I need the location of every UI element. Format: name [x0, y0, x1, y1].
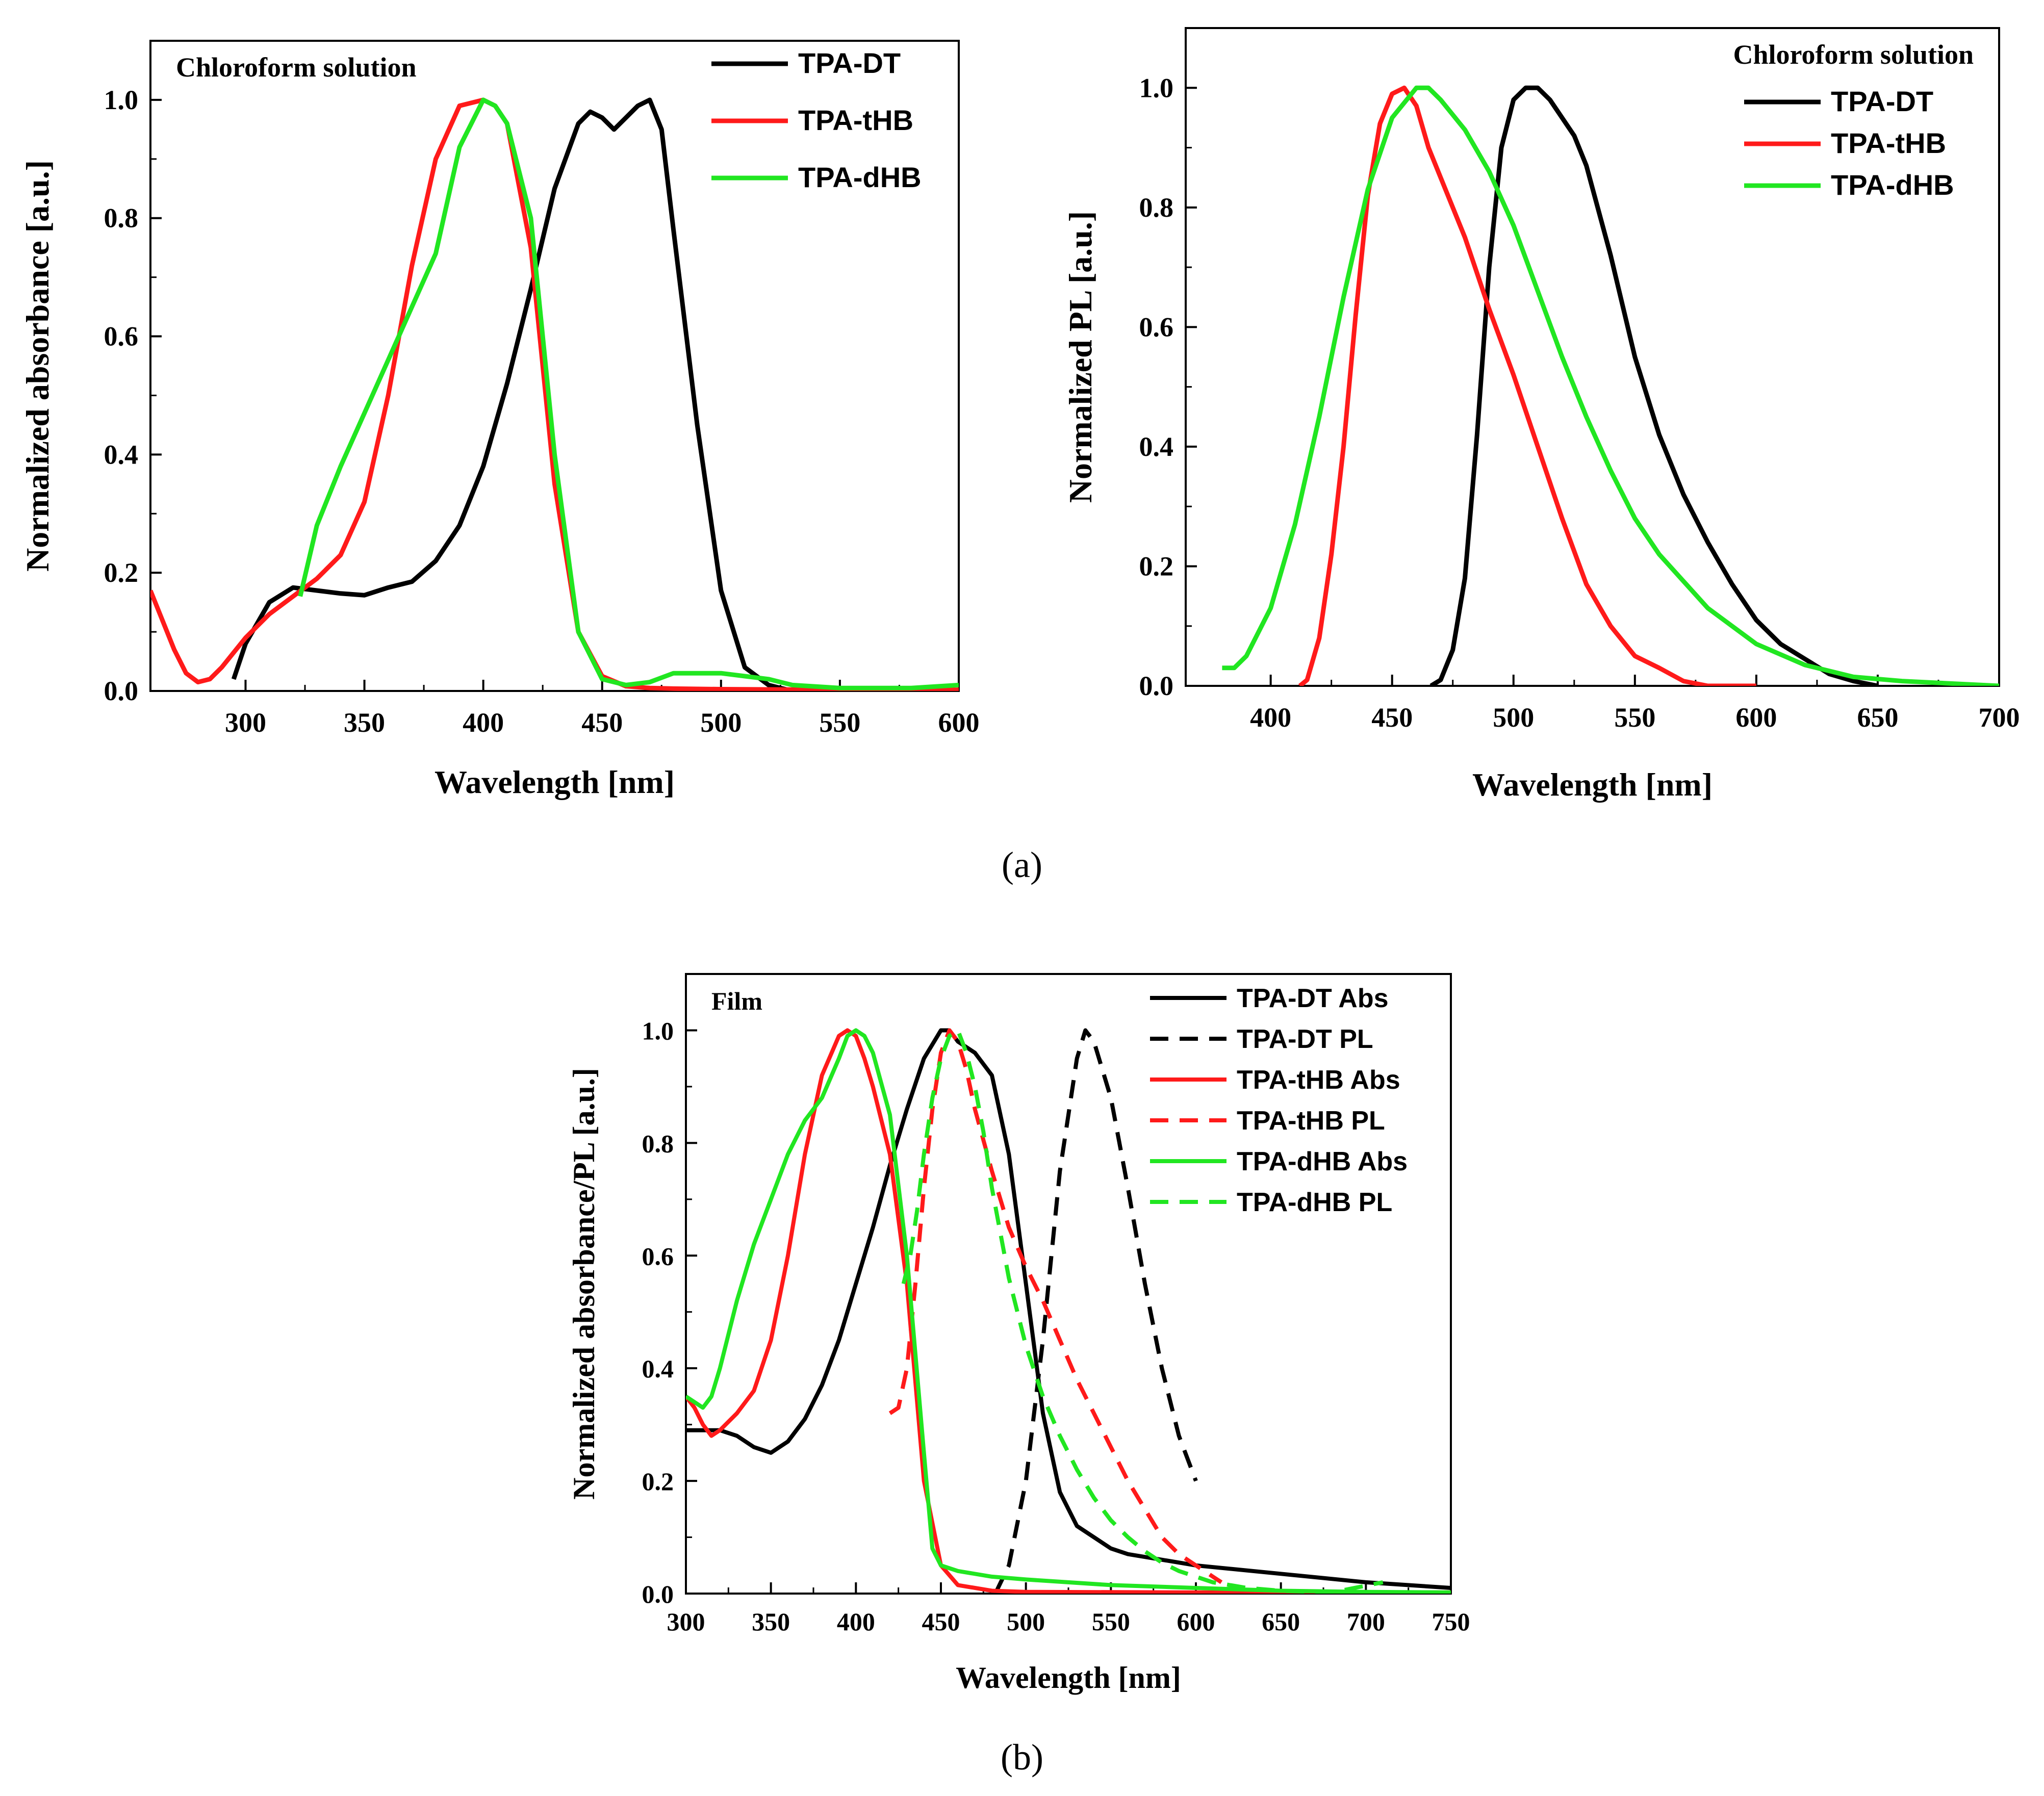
chart2-x-tick-label: 750 — [1432, 1607, 1470, 1636]
chart1-x-axis-label: Wavelength [nm] — [1472, 766, 1713, 803]
chart0-legend-label: TPA-tHB — [798, 104, 913, 136]
chart2-legend-label: TPA-DT Abs — [1237, 984, 1389, 1013]
chart2-series-tpa-dt-pl — [993, 1028, 1198, 1594]
chart1-legend-label: TPA-dHB — [1831, 169, 1954, 201]
chart0-legend-label: TPA-dHB — [798, 161, 922, 193]
chart1-y-tick-label: 0.0 — [1139, 671, 1174, 701]
chart2-series-tpa-thb-pl — [888, 1028, 1223, 1584]
chart0-x-tick-label: 500 — [700, 707, 742, 738]
chart2-y-tick-label: 0.4 — [642, 1354, 674, 1383]
panel-label-b: (b) — [1001, 1737, 1043, 1778]
chart0-plot-frame — [149, 40, 960, 692]
chart1-series-group — [1222, 85, 1999, 686]
chart2-x-tick-label: 300 — [667, 1607, 705, 1636]
chart1-y-tick-label: 0.6 — [1139, 312, 1174, 342]
chart0-y-tick-label: 0.4 — [104, 439, 139, 470]
chart1-legend-label: TPA-DT — [1831, 85, 1933, 117]
chart1-y-tick-label: 0.2 — [1139, 551, 1174, 581]
chart2-x-tick-label: 700 — [1347, 1607, 1385, 1636]
chart1-x-tick-label: 550 — [1614, 702, 1655, 733]
chart2-x-tick-label: 550 — [1092, 1607, 1130, 1636]
chart1-x-tick-label: 700 — [1979, 702, 2020, 733]
chart0-y-tick-label: 0.2 — [104, 557, 139, 588]
chart1-series-tpa-thb — [1298, 85, 1756, 686]
chart2-x-axis-label: Wavelength [nm] — [956, 1661, 1181, 1695]
chart2-x-tick-label: 350 — [752, 1607, 790, 1636]
chart0-y-axis-label: Normalized absorbance [a.u.] — [19, 160, 56, 572]
chart1-series-tpa-dt — [1429, 85, 1878, 686]
chart1-title: Chloroform solution — [1733, 39, 1974, 70]
film-abs-pl-chart: 300 350 400 450 500 550 600 650 700 750 0.0 0.2 0.4 0… — [567, 973, 1470, 1695]
chart2-y-tick-label: 0.8 — [642, 1129, 674, 1158]
chart2-y-tick-label: 0.2 — [642, 1467, 674, 1496]
chart0-y-tick-label: 0.6 — [104, 321, 139, 352]
chart0-x-tick-label: 450 — [581, 707, 623, 738]
solution-absorbance-chart: 300 350 400 450 500 550 600 0.0 0.2 0.4 0.6 0.8 1.0 W… — [19, 40, 980, 800]
chart2-x-tick-label: 600 — [1177, 1607, 1215, 1636]
chart2-y-tick-label: 1.0 — [642, 1016, 674, 1045]
panel-label-a: (a) — [1002, 844, 1042, 885]
chart0-series-tpa-dhb — [298, 97, 959, 690]
chart2-title: Film — [711, 987, 762, 1015]
chart2-x-tick-label: 650 — [1262, 1607, 1300, 1636]
solution-pl-chart: 400 450 500 550 600 650 700 0.0 0.2 0.4 0.6 0.8 1.0 W… — [1062, 27, 2020, 803]
chart1-y-axis-label: Normalized PL [a.u.] — [1062, 211, 1098, 503]
chart1-y-tick-label: 0.4 — [1139, 431, 1174, 462]
chart2-series-tpa-thb-abs — [686, 1028, 1451, 1594]
chart0-series-tpa-dt — [231, 97, 793, 691]
chart2-x-tick-label: 450 — [922, 1607, 960, 1636]
chart1-x-tick-label: 500 — [1493, 702, 1534, 733]
chart1-y-tick-label: 0.8 — [1139, 192, 1174, 223]
chart2-legend-label: TPA-dHB PL — [1237, 1188, 1392, 1217]
chart2-legend-label: TPA-dHB Abs — [1237, 1147, 1408, 1176]
chart2-legend-label: TPA-DT PL — [1237, 1024, 1373, 1054]
chart2-y-axis-label: Normalized absorbance/PL [a.u.] — [567, 1068, 601, 1500]
chart2-y-tick-label: 0.6 — [642, 1242, 674, 1270]
chart2-legend-label: TPA-tHB PL — [1237, 1106, 1385, 1136]
chart2-x-tick-label: 500 — [1007, 1607, 1045, 1636]
chart0-title: Chloroform solution — [176, 52, 417, 83]
chart1-legend-label: TPA-tHB — [1831, 127, 1946, 159]
chart1-x-tick-label: 650 — [1857, 702, 1898, 733]
chart0-x-tick-label: 350 — [344, 707, 385, 738]
chart0-x-axis-label: Wavelength [nm] — [435, 764, 675, 800]
chart2-legend-label: TPA-tHB Abs — [1237, 1065, 1400, 1095]
chart0-x-tick-label: 600 — [938, 707, 980, 738]
chart0-legend-label: TPA-DT — [798, 47, 901, 79]
chart0-y-tick-label: 0.8 — [104, 203, 139, 234]
chart2-series-group — [686, 1028, 1451, 1594]
chart0-series-group — [150, 97, 959, 691]
chart1-y-tick-label: 1.0 — [1139, 72, 1174, 103]
chart1-x-tick-label: 450 — [1371, 702, 1413, 733]
chart0-x-tick-label: 550 — [819, 707, 860, 738]
chart2-series-tpa-dhb-pl — [901, 1028, 1384, 1594]
chart1-x-tick-label: 600 — [1735, 702, 1777, 733]
chart0-y-tick-label: 0.0 — [104, 676, 139, 706]
chart2-y-tick-label: 0.0 — [642, 1580, 674, 1608]
chart1-plot-frame — [1185, 27, 2000, 687]
chart2-x-tick-label: 400 — [837, 1607, 875, 1636]
chart0-x-tick-label: 400 — [463, 707, 504, 738]
chart1-x-tick-label: 400 — [1250, 702, 1291, 733]
chart0-y-tick-label: 1.0 — [104, 85, 139, 115]
chart1-series-tpa-dhb — [1222, 85, 1999, 686]
chart2-series-tpa-dhb-abs — [686, 1028, 1451, 1594]
chart0-x-tick-label: 300 — [225, 707, 266, 738]
